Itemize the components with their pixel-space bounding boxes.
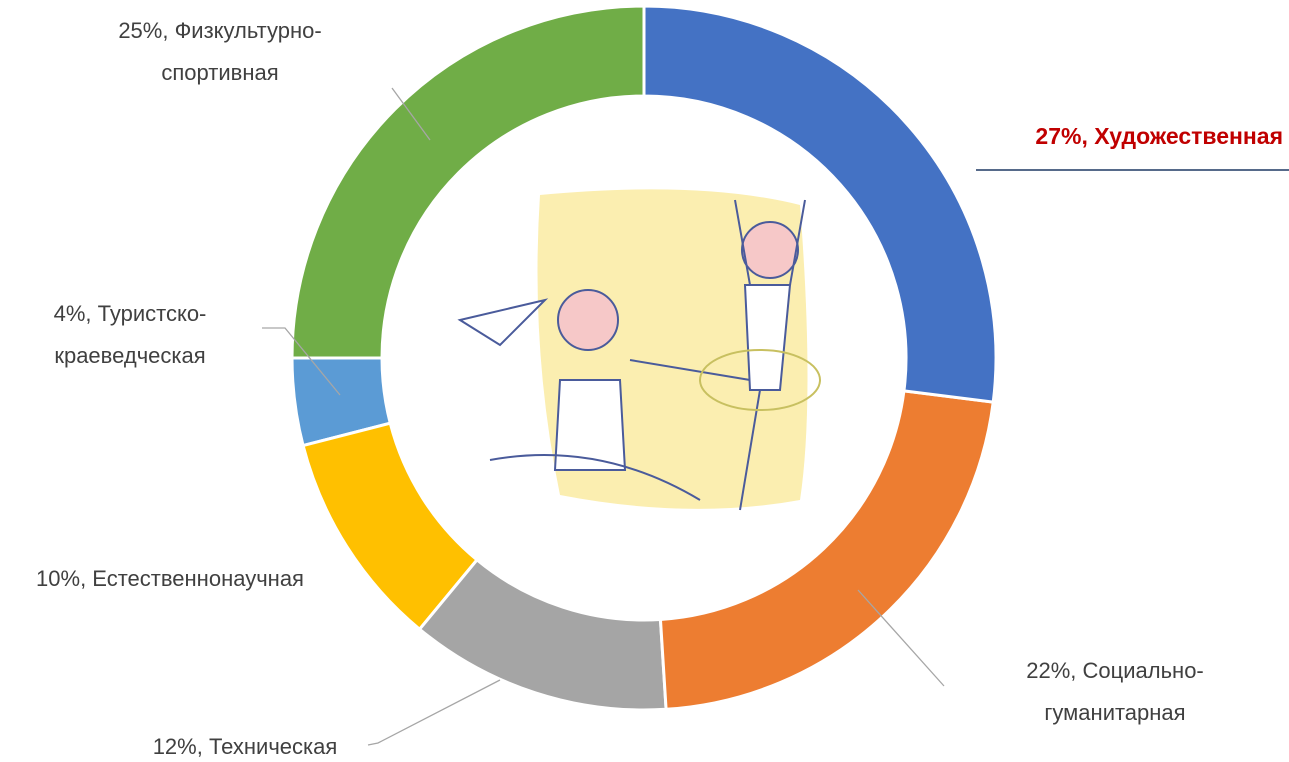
leader-line [368,680,500,745]
data-label: 22%, Социально- [1026,658,1204,683]
leader-line [858,590,944,686]
data-label: 27%, Художественная [1035,123,1283,149]
data-label: гуманитарная [1044,700,1185,725]
data-label: 4%, Туристско- [54,301,207,326]
data-label: спортивная [161,60,278,85]
data-label: краеведческая [54,343,205,368]
data-label: 12%, Техническая [153,734,338,759]
data-label: 10%, Естественнонаучная [36,566,304,591]
data-label: 25%, Физкультурно- [118,18,321,43]
center-illustration [460,189,820,510]
chart: 27%, Художественная 22%, Социально-гумани… [0,0,1289,762]
donut-segment [420,560,666,710]
